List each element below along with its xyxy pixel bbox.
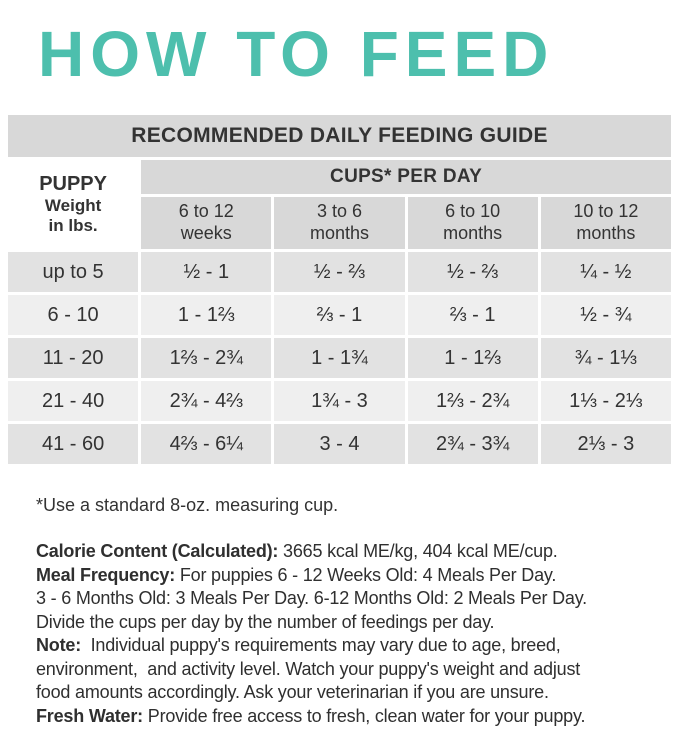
weight-header-line3: in lbs. bbox=[48, 216, 98, 235]
table-row: 41 - 60 4⅔ - 6¼ 3 - 4 2¾ - 3¾ 2⅓ - 3 bbox=[8, 424, 671, 464]
value-cell: ¾ - 1⅓ bbox=[540, 338, 671, 378]
meal-frequency-label: Meal Frequency: bbox=[36, 564, 176, 585]
meal-frequency-line-2: 3 - 6 Months Old: 3 Meals Per Day. 6-12 … bbox=[36, 588, 587, 608]
measuring-cup-footnote: *Use a standard 8-oz. measuring cup. bbox=[36, 495, 339, 515]
calorie-content-label: Calorie Content (Calculated): bbox=[36, 541, 279, 561]
column-header-6-10-months: 6 to 10 months bbox=[407, 197, 538, 249]
value-cell: 2¾ - 4⅔ bbox=[141, 381, 272, 421]
weight-column-header: PUPPY Weight in lbs. bbox=[8, 160, 139, 249]
note-line-3: food amounts accordingly. Ask your veter… bbox=[36, 682, 549, 702]
note-line-2: environment, and activity level. Watch y… bbox=[36, 658, 581, 679]
column-header-range: 6 to 12 bbox=[178, 201, 234, 222]
value-cell: 1¾ - 3 bbox=[274, 381, 405, 421]
weight-header-line2: Weight bbox=[44, 196, 102, 216]
weight-cell: 41 - 60 bbox=[8, 424, 139, 464]
meal-frequency-value: For puppies 6 - 12 Weeks Old: 4 Meals Pe… bbox=[175, 564, 557, 585]
weight-header-line1: PUPPY bbox=[39, 173, 107, 196]
feeding-guide-table: RECOMMENDED DAILY FEEDING GUIDE PUPPY We… bbox=[5, 112, 674, 467]
value-cell: 1⅔ - 2¾ bbox=[407, 381, 538, 421]
meal-frequency-line-3: Divide the cups per day by the number of… bbox=[36, 611, 495, 632]
fresh-water-line: Fresh Water: Provide free access to fres… bbox=[36, 705, 586, 726]
column-header-6-12-weeks: 6 to 12 weeks bbox=[141, 197, 272, 249]
value-cell: ⅔ - 1 bbox=[274, 295, 405, 335]
note-label: Note: bbox=[36, 635, 81, 655]
value-cell: ⅔ - 1 bbox=[407, 295, 538, 335]
column-header-unit: months bbox=[309, 223, 369, 243]
cups-per-day-header: CUPS* PER DAY bbox=[141, 160, 671, 194]
value-cell: 3 - 4 bbox=[274, 424, 405, 464]
value-cell: ½ - ¾ bbox=[540, 295, 671, 335]
weight-cell: up to 5 bbox=[8, 252, 139, 292]
value-cell: 1 - 1⅔ bbox=[141, 295, 272, 335]
note-line-1: Note: Individual puppy's requirements ma… bbox=[36, 635, 561, 655]
value-cell: 1⅔ - 2¾ bbox=[141, 338, 272, 378]
value-cell: ½ - ⅔ bbox=[274, 252, 405, 292]
weight-cell: 6 - 10 bbox=[8, 295, 139, 335]
value-cell: ½ - ⅔ bbox=[407, 252, 538, 292]
calorie-content-value: 3665 kcal ME/kg, 404 kcal ME/cup. bbox=[278, 541, 558, 561]
meal-frequency-line: Meal Frequency: For puppies 6 - 12 Weeks… bbox=[36, 564, 679, 588]
column-header-unit: weeks bbox=[180, 223, 232, 243]
fresh-water-label: Fresh Water: bbox=[36, 705, 143, 726]
column-header-range: 10 to 12 bbox=[573, 201, 639, 222]
value-cell: 1 - 1⅔ bbox=[407, 338, 538, 378]
value-cell: ¼ - ½ bbox=[540, 252, 671, 292]
table-row: 11 - 20 1⅔ - 2¾ 1 - 1¾ 1 - 1⅔ ¾ - 1⅓ bbox=[8, 338, 671, 378]
value-cell: 1 - 1¾ bbox=[274, 338, 405, 378]
column-header-range: 6 to 10 bbox=[445, 201, 501, 222]
calorie-content-line: Calorie Content (Calculated): 3665 kcal … bbox=[36, 540, 679, 564]
table-row: 21 - 40 2¾ - 4⅔ 1¾ - 3 1⅔ - 2¾ 1⅓ - 2⅓ bbox=[8, 381, 671, 421]
column-header-range: 3 to 6 bbox=[316, 201, 362, 222]
weight-cell: 21 - 40 bbox=[8, 381, 139, 421]
column-header-3-6-months: 3 to 6 months bbox=[274, 197, 405, 249]
table-row: up to 5 ½ - 1 ½ - ⅔ ½ - ⅔ ¼ - ½ bbox=[8, 252, 671, 292]
feeding-info-text: Calorie Content (Calculated): 3665 kcal … bbox=[36, 540, 679, 728]
table-row: 6 - 10 1 - 1⅔ ⅔ - 1 ⅔ - 1 ½ - ¾ bbox=[8, 295, 671, 335]
page-title: HOW TO FEED bbox=[38, 18, 555, 90]
value-cell: 4⅔ - 6¼ bbox=[141, 424, 272, 464]
column-header-unit: months bbox=[576, 223, 636, 243]
weight-cell: 11 - 20 bbox=[8, 338, 139, 378]
table-title: RECOMMENDED DAILY FEEDING GUIDE bbox=[8, 115, 671, 157]
column-header-10-12-months: 10 to 12 months bbox=[540, 197, 671, 249]
value-cell: 2¾ - 3¾ bbox=[407, 424, 538, 464]
value-cell: ½ - 1 bbox=[141, 252, 272, 292]
value-cell: 2⅓ - 3 bbox=[540, 424, 671, 464]
column-header-unit: months bbox=[443, 223, 503, 243]
value-cell: 1⅓ - 2⅓ bbox=[540, 381, 671, 421]
